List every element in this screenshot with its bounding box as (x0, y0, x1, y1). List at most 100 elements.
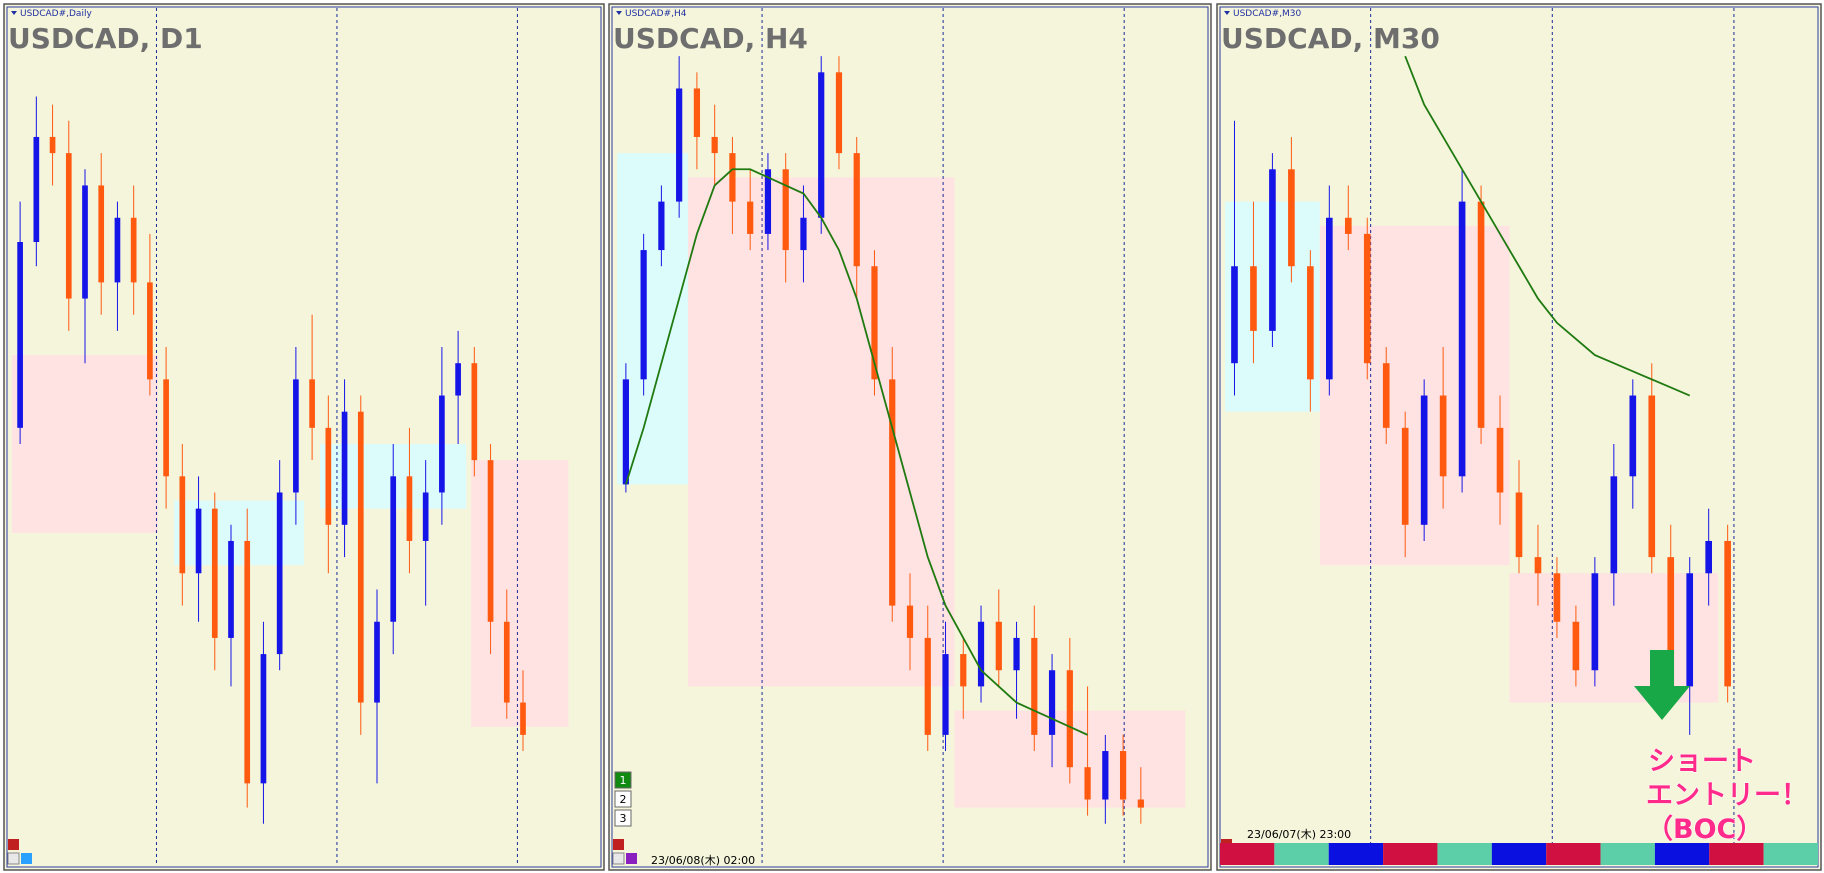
candle-body (1307, 266, 1314, 380)
toggle-button (7, 852, 20, 865)
candle-body (471, 363, 478, 461)
candle-body (1667, 557, 1675, 687)
symbol-label: USDCAD#,M30 (1233, 9, 1301, 19)
chart-title: USDCAD, H4 (613, 22, 808, 55)
candle-body (1119, 751, 1127, 800)
candle-body (1382, 363, 1390, 428)
candle-body (293, 379, 299, 493)
candle-body (676, 88, 683, 202)
candle-body (1269, 169, 1276, 331)
candle-body (1477, 201, 1485, 428)
candle-body (942, 654, 949, 735)
candle-body (1458, 201, 1466, 477)
annotation: ショート (1648, 746, 1756, 777)
session-strip (1274, 843, 1329, 865)
zone (688, 177, 955, 687)
candle-body (1250, 266, 1257, 331)
session-strip (1437, 843, 1492, 865)
candle-body (782, 169, 789, 251)
candle-body (658, 201, 665, 251)
panel-frame (1216, 3, 1822, 871)
candle-body (341, 411, 348, 525)
candle-body (244, 540, 251, 784)
candle-body (1102, 751, 1109, 800)
candle-body (260, 654, 267, 784)
option-button (626, 853, 637, 864)
candle-body (800, 217, 807, 251)
timeframe-button[interactable] (614, 771, 632, 789)
symbol-arrow (1224, 11, 1230, 15)
session-strip (1546, 843, 1601, 865)
candle-body (390, 476, 397, 622)
candle-body (1344, 217, 1352, 234)
annotation: （BOC） (1646, 814, 1763, 845)
close-button (8, 839, 19, 850)
session-strip (1220, 843, 1275, 865)
candle-body (1591, 573, 1599, 671)
timestamp: 23/06/07(木) 23:00 (1247, 828, 1351, 841)
candle-body (1048, 670, 1056, 735)
panel-inner (1219, 6, 1819, 868)
candle-body (764, 169, 772, 234)
symbol-arrow (616, 11, 622, 15)
timeframe-button[interactable] (614, 790, 632, 808)
candle-body (1326, 217, 1333, 380)
candle-body (276, 492, 283, 655)
candle-body (520, 702, 526, 735)
candle-body (422, 492, 429, 541)
chart-title: USDCAD, D1 (8, 22, 203, 55)
candle-body (747, 201, 754, 234)
symbol-label: USDCAD#,Daily (20, 9, 92, 19)
candle-body (729, 153, 736, 202)
candle-body (1553, 573, 1561, 622)
moving-average (625, 168, 1088, 736)
candle-body (374, 621, 380, 703)
symbol-label: USDCAD#,H4 (625, 9, 687, 19)
candle-body (960, 654, 967, 687)
session-strip (1600, 843, 1655, 865)
candle-body (439, 395, 445, 493)
candle-body (1724, 540, 1731, 687)
candle-body (1572, 621, 1580, 671)
candle-body (995, 621, 1002, 671)
toggle-button (612, 852, 625, 865)
annotation: エントリー！ (1646, 780, 1808, 811)
candle-body (487, 460, 494, 622)
candle-body (1231, 266, 1238, 364)
session-strip (1763, 843, 1818, 865)
option-button (21, 853, 32, 864)
candle-body (1610, 476, 1618, 574)
candle-body (1439, 395, 1447, 477)
candle-body (82, 185, 88, 299)
candle-body (1515, 492, 1523, 558)
candle-body (835, 72, 843, 154)
session-strip (1491, 843, 1547, 865)
candle-body (1013, 637, 1020, 671)
candle-body (693, 88, 701, 137)
candle-body (906, 605, 914, 638)
candle-body (622, 379, 629, 485)
candle-body (98, 185, 105, 283)
candle-body (357, 411, 364, 703)
candle-body (455, 363, 461, 396)
candle-body (1648, 395, 1656, 558)
session-strip (1383, 843, 1438, 865)
candle-body (1534, 557, 1542, 574)
panel-inner (611, 6, 1209, 868)
candle-body (195, 508, 202, 574)
candle-body (503, 621, 510, 703)
candle-body (1705, 540, 1712, 574)
candle-body (130, 217, 137, 283)
candle-body (1031, 637, 1038, 735)
candle-body (309, 379, 315, 428)
candle-body (853, 153, 860, 267)
candle-body (1288, 169, 1295, 267)
timeframe-button[interactable] (614, 809, 632, 827)
candle-body (228, 540, 234, 638)
candle-body (1420, 395, 1428, 525)
panel-inner (6, 6, 602, 868)
candle-body (147, 282, 153, 380)
zone (174, 500, 304, 566)
timestamp: 23/06/08(木) 02:00 (651, 854, 755, 867)
